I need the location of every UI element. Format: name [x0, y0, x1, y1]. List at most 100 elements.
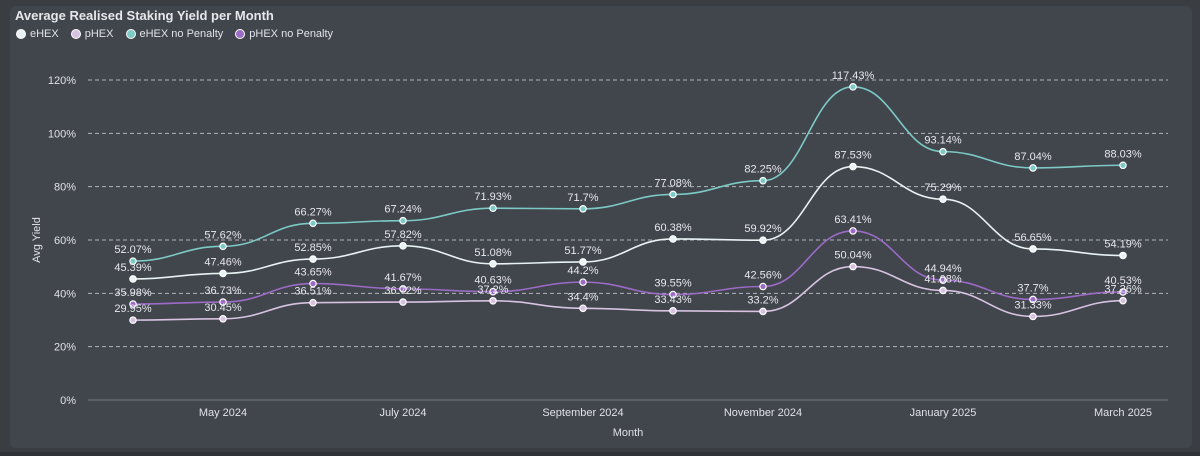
x-tick-label: May 2024 [199, 407, 247, 419]
data-point-phex-no-penalty[interactable] [489, 287, 497, 296]
data-point-ehex[interactable] [669, 235, 677, 243]
data-point-ehex-no-penalty[interactable] [489, 204, 497, 212]
data-label-ehex: 60.38% [654, 222, 692, 234]
data-label-phex: 30.45% [204, 302, 242, 314]
y-tick-label: 80% [54, 182, 76, 194]
legend-item-ehex-no-penalty[interactable]: eHEX no Penalty [125, 28, 223, 40]
data-point-phex-no-penalty[interactable] [399, 285, 407, 293]
data-point-ehex[interactable] [489, 259, 497, 268]
data-point-ehex[interactable] [129, 275, 137, 283]
data-point-phex-no-penalty[interactable] [129, 300, 137, 308]
x-tick-label: November 2024 [724, 407, 802, 419]
x-tick-label: September 2024 [542, 407, 623, 419]
data-point-ehex[interactable] [759, 236, 767, 245]
data-point-ehex[interactable] [1029, 245, 1037, 253]
data-point-ehex-no-penalty[interactable] [309, 219, 317, 228]
legend-item-ehex[interactable]: eHEX [16, 28, 59, 40]
legend-marker-ehex-icon [16, 29, 26, 39]
data-point-ehex-no-penalty[interactable] [669, 190, 677, 199]
data-label-phex-no-penalty: 37.7% [1017, 282, 1048, 294]
data-label-ehex: 87.53% [834, 150, 872, 162]
data-point-ehex[interactable] [399, 242, 407, 250]
data-label-ehex-no-penalty: 88.03% [1104, 148, 1142, 160]
data-point-ehex-no-penalty[interactable] [759, 176, 767, 185]
data-label-phex: 37.26% [1104, 284, 1142, 296]
data-point-phex-no-penalty[interactable] [219, 298, 227, 306]
data-point-phex[interactable] [1029, 312, 1037, 321]
data-point-phex-no-penalty[interactable] [309, 279, 317, 288]
data-label-ehex-no-penalty: 52.07% [114, 244, 152, 256]
data-point-phex[interactable] [849, 262, 857, 271]
y-tick-label: 120% [48, 75, 76, 87]
data-label-phex: 41.08% [924, 273, 962, 285]
data-label-ehex-no-penalty: 57.62% [204, 229, 242, 241]
data-point-phex-no-penalty[interactable] [1029, 295, 1037, 304]
y-tick-label: 60% [54, 235, 76, 247]
data-point-ehex-no-penalty[interactable] [219, 242, 227, 251]
legend-label-phex: pHEX [84, 28, 114, 40]
data-point-phex[interactable] [579, 304, 587, 313]
data-point-ehex-no-penalty[interactable] [849, 83, 857, 91]
data-label-phex: 36.72% [384, 285, 422, 297]
data-label-ehex: 57.82% [384, 229, 422, 241]
data-point-ehex-no-penalty[interactable] [1119, 161, 1127, 170]
data-label-ehex-no-penalty: 67.24% [384, 204, 422, 216]
legend-item-phex[interactable]: pHEX [70, 28, 114, 40]
data-point-ehex-no-penalty[interactable] [579, 205, 587, 213]
data-point-ehex[interactable] [939, 195, 947, 204]
data-point-ehex-no-penalty[interactable] [399, 216, 407, 225]
data-point-ehex-no-penalty[interactable] [129, 257, 137, 265]
y-tick-label: 40% [54, 288, 76, 300]
data-label-ehex: 52.85% [294, 242, 332, 254]
data-point-phex[interactable] [489, 296, 497, 305]
data-point-phex[interactable] [309, 298, 317, 307]
data-label-ehex: 51.08% [474, 247, 512, 259]
data-label-phex-no-penalty: 42.56% [744, 270, 782, 282]
data-point-ehex[interactable] [579, 258, 587, 266]
data-label-phex-no-penalty: 43.65% [294, 267, 332, 279]
data-label-ehex-no-penalty: 87.04% [1014, 151, 1052, 163]
data-point-ehex-no-penalty[interactable] [1029, 164, 1037, 172]
data-point-phex[interactable] [399, 298, 407, 306]
data-label-phex-no-penalty: 63.41% [834, 214, 872, 226]
data-label-phex-no-penalty: 40.53% [1104, 275, 1142, 287]
data-label-ehex: 75.29% [924, 182, 962, 194]
data-point-ehex[interactable] [1119, 251, 1127, 260]
data-label-ehex-no-penalty: 71.93% [474, 191, 512, 203]
series-points [129, 83, 1127, 324]
data-label-ehex: 45.39% [114, 262, 152, 274]
data-point-phex-no-penalty[interactable] [759, 282, 767, 291]
data-label-ehex: 56.65% [1014, 232, 1052, 244]
data-label-ehex: 59.92% [744, 223, 782, 235]
data-point-phex[interactable] [1119, 296, 1127, 305]
data-point-phex[interactable] [939, 286, 947, 295]
data-point-ehex[interactable] [849, 162, 857, 171]
data-label-ehex-no-penalty: 117.43% [832, 70, 875, 82]
data-point-ehex-no-penalty[interactable] [939, 147, 947, 156]
data-point-phex-no-penalty[interactable] [939, 276, 947, 284]
data-point-ehex[interactable] [309, 255, 317, 263]
data-point-phex-no-penalty[interactable] [849, 227, 857, 235]
data-label-ehex-no-penalty: 93.14% [924, 135, 962, 147]
data-label-ehex: 51.77% [564, 245, 602, 257]
data-label-phex: 29.95% [114, 303, 152, 315]
data-point-ehex[interactable] [219, 269, 227, 278]
bottom-strip [0, 452, 1200, 456]
grid-lines [88, 79, 1168, 401]
y-axis-title: Avg Yield [31, 217, 43, 263]
data-point-phex[interactable] [129, 316, 137, 324]
data-label-phex: 33.2% [747, 294, 778, 306]
data-label-phex: 50.04% [834, 250, 872, 262]
data-point-phex[interactable] [669, 307, 677, 315]
data-label-phex-no-penalty: 41.67% [384, 272, 422, 284]
data-point-phex[interactable] [759, 307, 767, 316]
data-point-phex-no-penalty[interactable] [1119, 288, 1127, 296]
data-label-phex-no-penalty: 40.63% [474, 275, 512, 287]
legend-label-phex-no-penalty: pHEX no Penalty [249, 28, 334, 40]
legend-item-phex-no-penalty[interactable]: pHEX no Penalty [235, 28, 333, 40]
data-point-phex-no-penalty[interactable] [579, 278, 587, 286]
data-label-phex-no-penalty: 39.55% [654, 278, 692, 290]
data-point-phex-no-penalty[interactable] [669, 290, 677, 299]
data-label-phex-no-penalty: 36.73% [204, 285, 242, 297]
data-point-phex[interactable] [219, 314, 227, 323]
